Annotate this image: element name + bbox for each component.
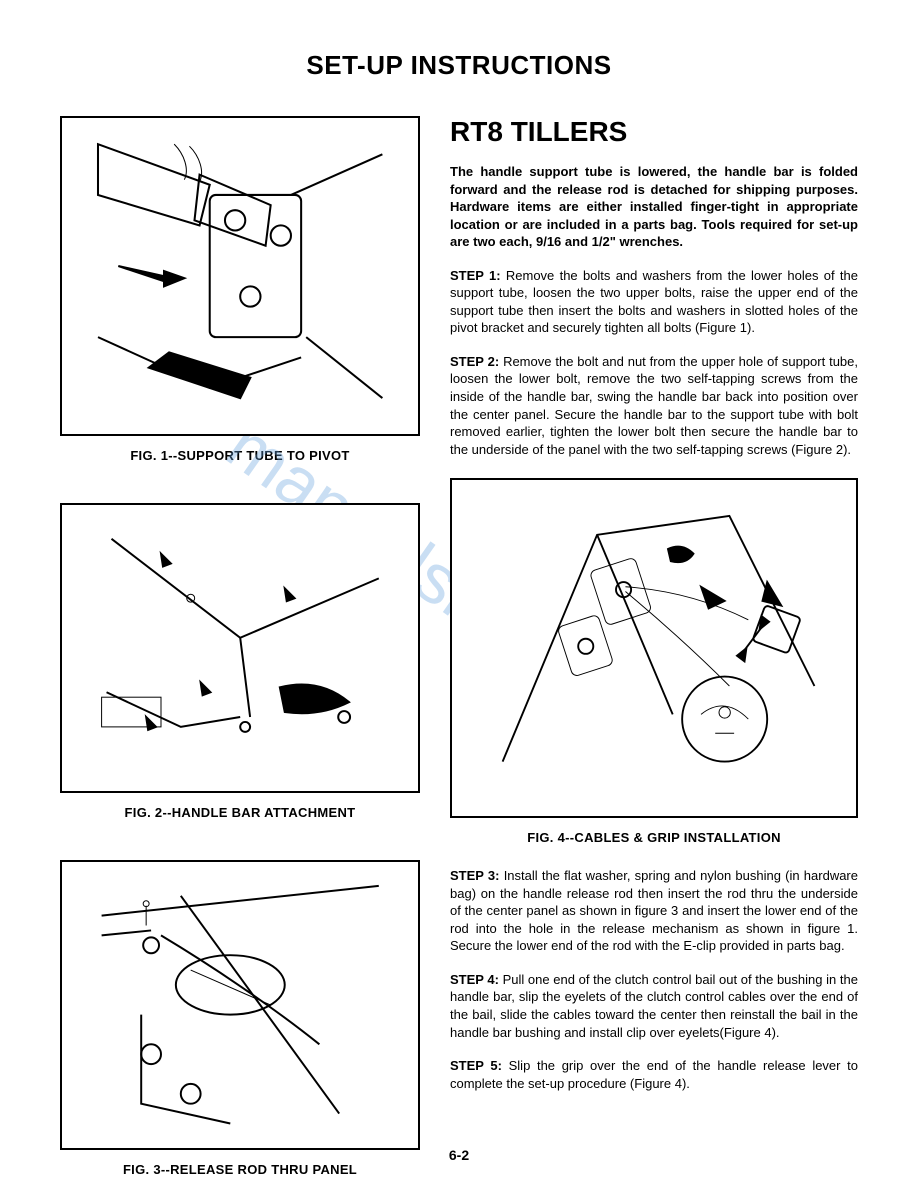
support-tube-illustration [80, 134, 400, 418]
figure-4 [450, 478, 858, 818]
figure-1 [60, 116, 420, 436]
step-1-text: Remove the bolts and washers from the lo… [450, 268, 858, 336]
step-4: STEP 4: Pull one end of the clutch contr… [450, 971, 858, 1041]
page-title: SET-UP INSTRUCTIONS [60, 50, 858, 81]
intro-paragraph: The handle support tube is lowered, the … [450, 163, 858, 251]
cables-grip-illustration [472, 497, 836, 799]
left-column: FIG. 1--SUPPORT TUBE TO PIVOT FIG. 2--HA… [60, 116, 420, 1177]
step-5-text: Slip the grip over the end of the handle… [450, 1058, 858, 1091]
handle-bar-illustration [80, 519, 400, 776]
step-2-label: STEP 2: [450, 354, 499, 369]
model-number: RT8 [450, 116, 503, 147]
figure-4-caption: FIG. 4--CABLES & GRIP INSTALLATION [450, 830, 858, 845]
figure-3-caption: FIG. 3--RELEASE ROD THRU PANEL [60, 1162, 420, 1177]
two-column-layout: FIG. 1--SUPPORT TUBE TO PIVOT FIG. 2--HA… [60, 116, 858, 1177]
step-5-label: STEP 5: [450, 1058, 502, 1073]
release-rod-illustration [80, 876, 400, 1133]
step-3-label: STEP 3: [450, 868, 499, 883]
step-2: STEP 2: Remove the bolt and nut from the… [450, 353, 858, 458]
step-1-label: STEP 1: [450, 268, 501, 283]
step-4-label: STEP 4: [450, 972, 499, 987]
step-3-text: Install the flat washer, spring and nylo… [450, 868, 858, 953]
product-name: TILLERS [511, 116, 628, 147]
step-1: STEP 1: Remove the bolts and washers fro… [450, 267, 858, 337]
figure-2-caption: FIG. 2--HANDLE BAR ATTACHMENT [60, 805, 420, 820]
figure-2 [60, 503, 420, 793]
figure-1-caption: FIG. 1--SUPPORT TUBE TO PIVOT [60, 448, 420, 463]
page-number: 6-2 [0, 1147, 918, 1163]
step-4-text: Pull one end of the clutch control bail … [450, 972, 858, 1040]
step-3: STEP 3: Install the flat washer, spring … [450, 867, 858, 955]
section-title: RT8 TILLERS [450, 116, 858, 148]
right-column: RT8 TILLERS The handle support tube is l… [450, 116, 858, 1177]
step-2-text: Remove the bolt and nut from the upper h… [450, 354, 858, 457]
step-5: STEP 5: Slip the grip over the end of th… [450, 1057, 858, 1092]
figure-3 [60, 860, 420, 1150]
